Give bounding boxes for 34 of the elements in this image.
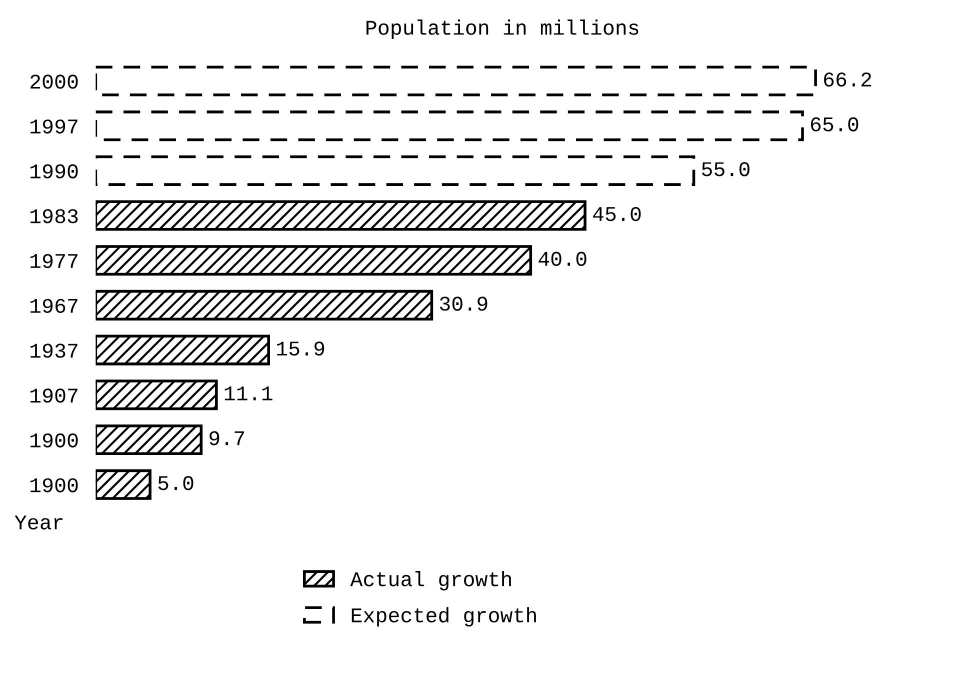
y-tick-label: 1937 <box>30 344 78 358</box>
y-axis-title: Year <box>14 516 62 530</box>
data-label: 30.9 <box>440 296 488 311</box>
data-label: 15.9 <box>277 342 324 356</box>
bar <box>96 155 696 186</box>
bar <box>96 290 434 320</box>
y-tick-label: 1900 <box>30 433 78 448</box>
data-label: 40.0 <box>538 252 586 266</box>
chart-title: Population in millions <box>366 20 638 39</box>
data-label: 5.0 <box>158 476 194 490</box>
y-tick-label: 2000 <box>30 74 78 89</box>
y-tick-label: 1907 <box>30 388 78 403</box>
bar <box>96 110 804 142</box>
data-label: 66.2 <box>824 72 872 87</box>
legend-label: Actual growth <box>350 571 511 590</box>
bar <box>96 245 532 276</box>
bar <box>96 334 270 366</box>
bar <box>96 380 218 410</box>
y-tick-label: 1967 <box>30 298 78 313</box>
data-label: 65.0 <box>811 117 858 132</box>
y-tick-label: 1983 <box>30 209 78 224</box>
data-label: 9.7 <box>210 431 244 446</box>
y-tick-label: 1990 <box>30 164 78 178</box>
bar <box>96 424 203 456</box>
y-tick-label: 1900 <box>30 478 78 492</box>
data-label: 11.1 <box>224 386 272 400</box>
data-label: 45.0 <box>593 206 641 222</box>
bar <box>96 200 586 231</box>
bar <box>96 469 152 500</box>
data-label: 55.0 <box>702 162 750 176</box>
bar <box>96 66 817 96</box>
legend-label: Expected growth <box>352 607 536 627</box>
y-tick-label: 1977 <box>30 254 78 268</box>
y-tick-label: 1997 <box>30 119 78 134</box>
